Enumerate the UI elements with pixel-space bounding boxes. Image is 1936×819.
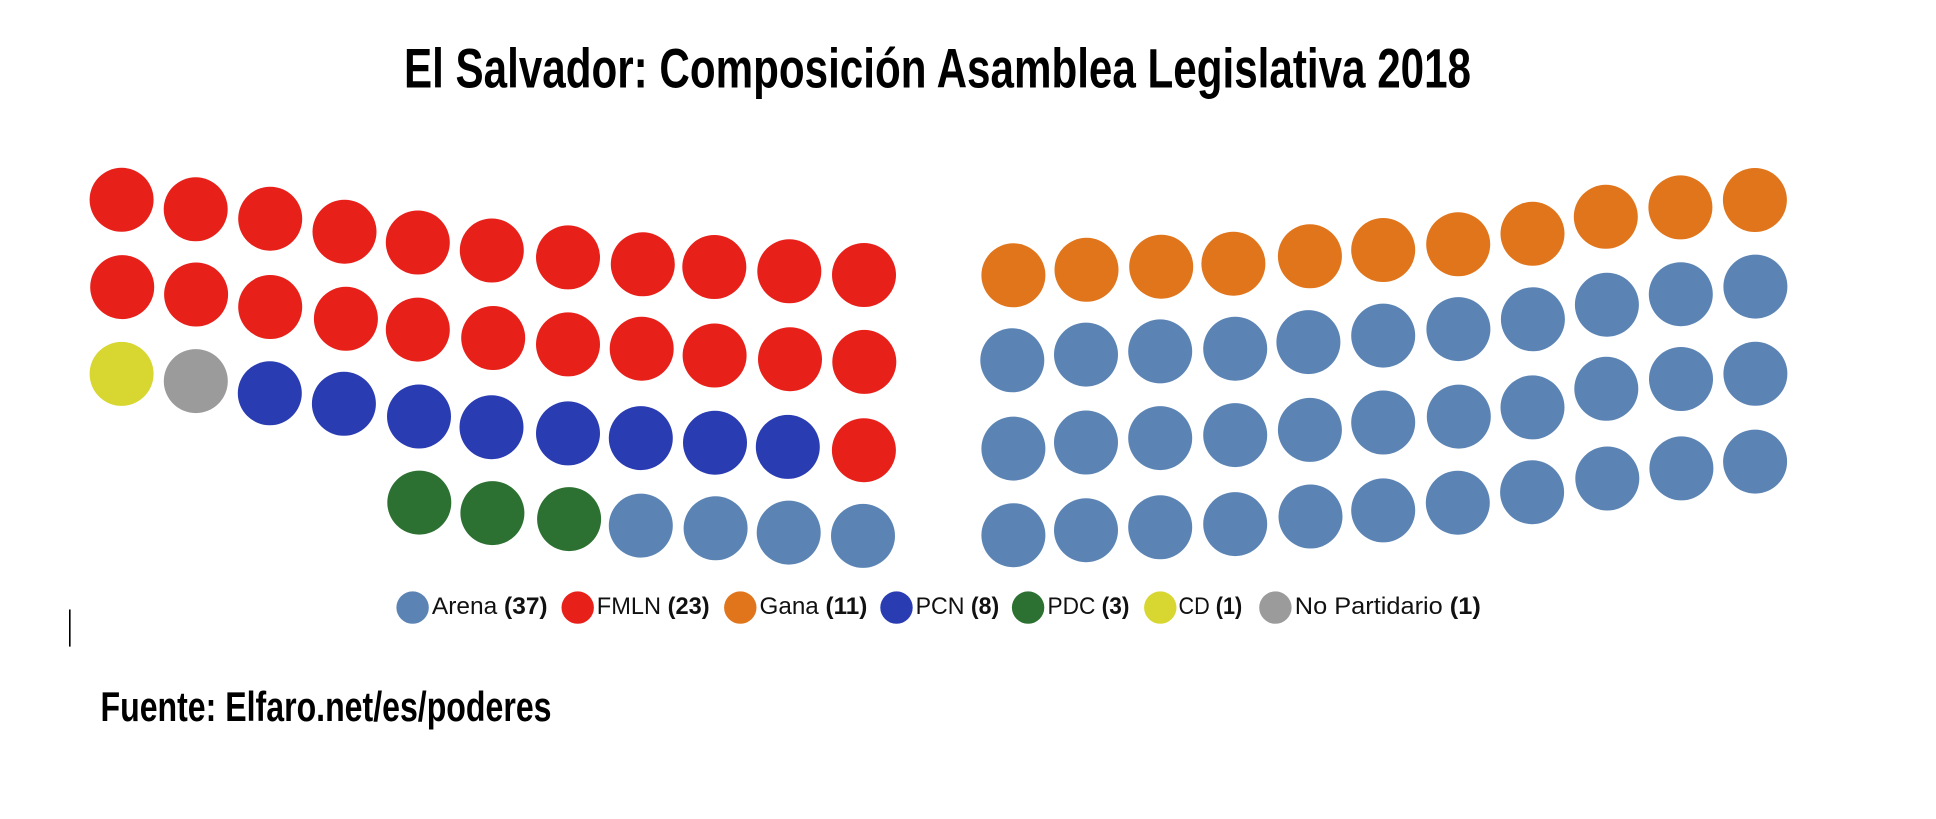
svg-text:Arena (37): Arena (37) — [432, 593, 548, 620]
svg-text:CD (1): CD (1) — [1179, 593, 1243, 620]
svg-text:Gana (11): Gana (11) — [760, 593, 868, 620]
svg-text:Fuente: Elfaro.net/es/poderes: Fuente: Elfaro.net/es/poderes — [101, 683, 552, 730]
svg-text:No Partidario (1): No Partidario (1) — [1295, 593, 1481, 620]
svg-text:PDC (3): PDC (3) — [1048, 593, 1130, 620]
svg-text:PCN (8): PCN (8) — [916, 593, 1000, 620]
svg-text:El Salvador: Composición Asamb: El Salvador: Composición Asamblea Legisl… — [404, 37, 1471, 100]
svg-text:FMLN (23): FMLN (23) — [597, 593, 710, 620]
